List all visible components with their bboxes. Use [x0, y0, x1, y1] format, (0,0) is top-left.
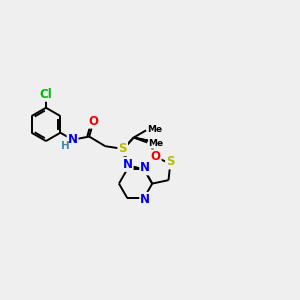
Text: N: N — [123, 158, 133, 171]
Text: S: S — [118, 142, 127, 155]
Text: S: S — [166, 155, 175, 169]
Text: Me: Me — [148, 139, 164, 148]
Text: S: S — [118, 142, 127, 155]
Text: N: N — [140, 193, 150, 206]
Text: N: N — [140, 161, 150, 174]
Text: O: O — [151, 150, 161, 163]
Text: O: O — [88, 115, 98, 128]
Text: Cl: Cl — [40, 88, 52, 101]
Text: N: N — [68, 133, 78, 146]
Text: H: H — [61, 141, 70, 151]
Text: Me: Me — [147, 124, 163, 134]
